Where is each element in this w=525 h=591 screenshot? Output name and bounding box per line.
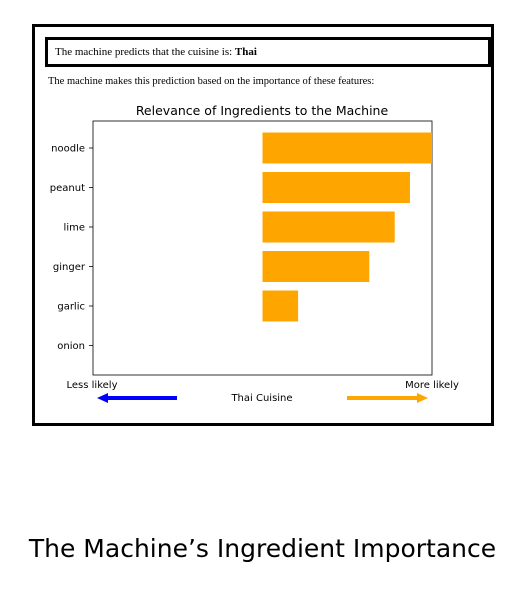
plot-area	[92, 120, 433, 376]
bar-lime	[262, 211, 395, 243]
explanation-text: The machine makes this prediction based …	[48, 76, 375, 87]
y-tick-label: ginger	[53, 262, 86, 273]
x-left-label: Less likely	[67, 380, 118, 391]
y-ticks: noodle peanut lime ginger garlic onion	[50, 144, 93, 352]
more-likely-arrow	[347, 393, 428, 403]
prediction-prefix: The machine predicts that the cuisine is…	[55, 46, 233, 58]
prediction-box: The machine predicts that the cuisine is…	[45, 37, 491, 67]
y-tick-label: lime	[64, 223, 85, 234]
slide-caption: The Machine’s Ingredient Importance	[28, 534, 497, 563]
less-likely-arrow	[97, 393, 177, 403]
y-tick-label: noodle	[51, 144, 85, 155]
x-axis-label: Thai Cuisine	[230, 393, 292, 404]
explanation-panel: The machine predicts that the cuisine is…	[32, 24, 494, 426]
y-tick-label: garlic	[57, 302, 85, 313]
bar-garlic	[262, 290, 299, 322]
bar-ginger	[262, 251, 370, 282]
ingredient-relevance-chart: Relevance of Ingredients to the Machine …	[50, 103, 459, 404]
bars	[262, 132, 432, 322]
y-tick-label: peanut	[50, 183, 85, 194]
y-tick-label: onion	[57, 341, 85, 352]
bar-peanut	[262, 172, 410, 203]
predicted-cuisine: Thai	[234, 46, 257, 58]
chart-title: Relevance of Ingredients to the Machine	[136, 103, 389, 118]
bar-noodle	[262, 132, 432, 164]
x-right-label: More likely	[405, 380, 459, 391]
